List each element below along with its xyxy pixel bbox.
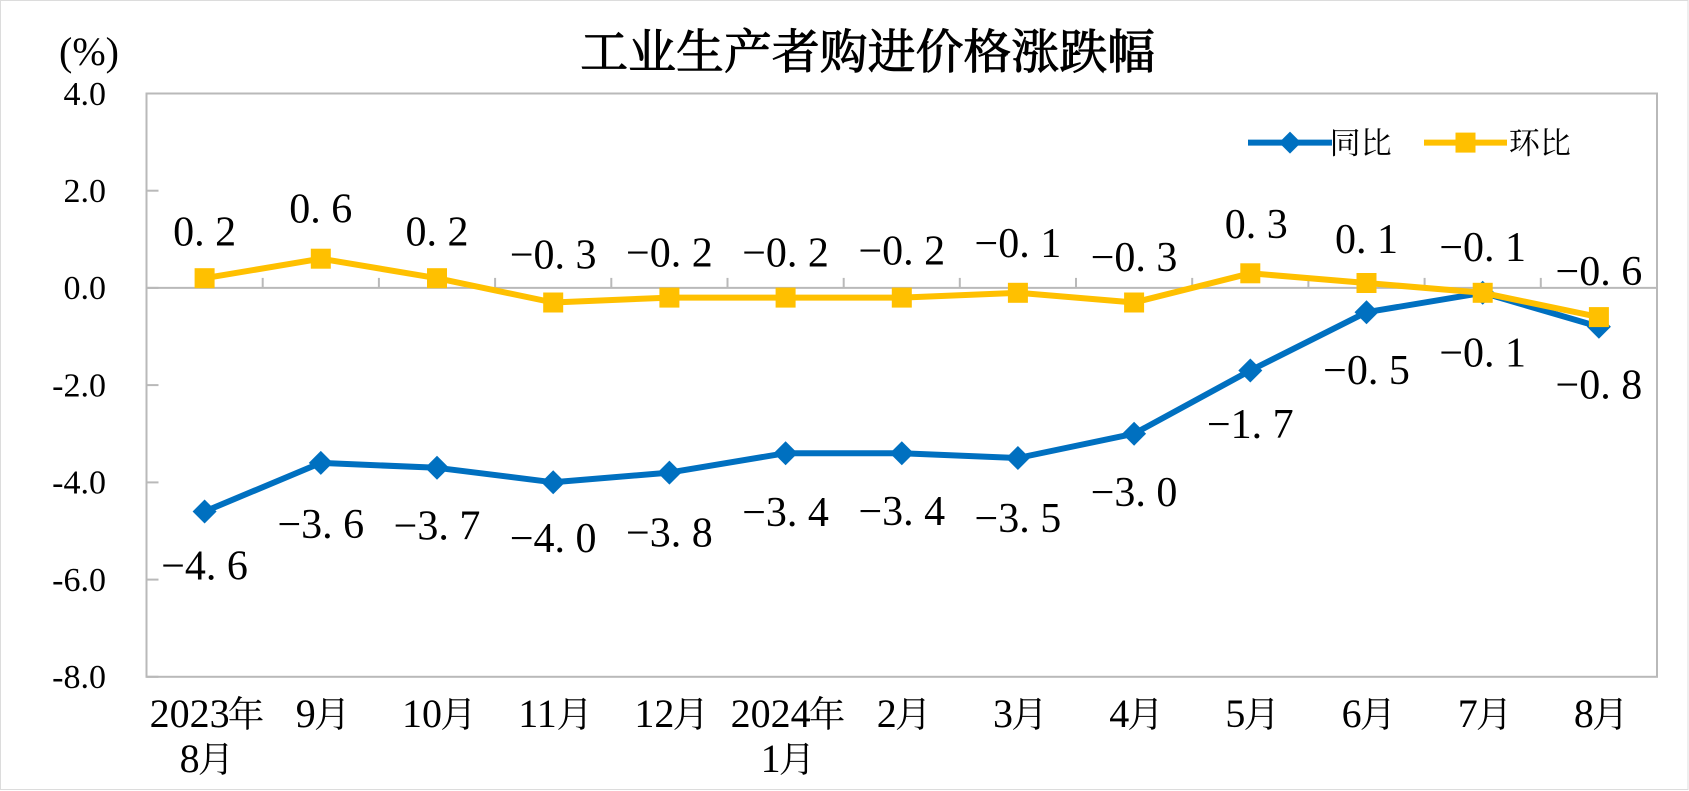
- svg-text:-4.0: -4.0: [52, 465, 106, 502]
- svg-text:-8.0: -8.0: [52, 659, 106, 696]
- svg-text:−0. 6: −0. 6: [1556, 249, 1643, 295]
- svg-text:−3. 4: −3. 4: [742, 490, 829, 536]
- svg-text:−0. 2: −0. 2: [742, 230, 829, 276]
- svg-text:2023: 2023: [150, 691, 230, 736]
- svg-text:−0. 3: −0. 3: [1091, 235, 1178, 281]
- svg-text:1: 1: [761, 736, 781, 781]
- svg-text:−0. 2: −0. 2: [626, 230, 713, 276]
- svg-text:2: 2: [877, 691, 897, 736]
- svg-text:−0. 5: −0. 5: [1323, 348, 1410, 394]
- svg-text:9: 9: [296, 691, 316, 736]
- svg-text:−3. 7: −3. 7: [394, 504, 481, 550]
- svg-text:−1. 7: −1. 7: [1207, 402, 1294, 448]
- svg-text:−0. 1: −0. 1: [1439, 331, 1526, 377]
- svg-text:−3. 4: −3. 4: [858, 489, 945, 535]
- svg-text:−0. 8: −0. 8: [1556, 363, 1643, 409]
- svg-text:−0. 3: −0. 3: [510, 233, 597, 279]
- svg-text:0. 6: 0. 6: [289, 187, 352, 233]
- svg-text:2.0: 2.0: [64, 173, 107, 210]
- svg-text:12: 12: [634, 691, 674, 736]
- svg-text:3: 3: [993, 691, 1013, 736]
- svg-text:−0. 1: −0. 1: [1439, 225, 1526, 271]
- svg-text:−3. 8: −3. 8: [626, 511, 713, 557]
- svg-text:-6.0: -6.0: [52, 562, 106, 599]
- svg-text:−3. 0: −3. 0: [1091, 470, 1178, 516]
- svg-text:−0. 2: −0. 2: [858, 229, 945, 275]
- svg-text:0. 3: 0. 3: [1225, 202, 1288, 248]
- svg-text:11: 11: [518, 691, 557, 736]
- svg-text:2024: 2024: [731, 691, 811, 736]
- svg-text:8: 8: [180, 736, 200, 781]
- svg-text:6: 6: [1342, 691, 1362, 736]
- svg-text:7: 7: [1458, 691, 1478, 736]
- svg-text:4: 4: [1109, 691, 1129, 736]
- svg-text:(%): (%): [59, 29, 119, 74]
- svg-text:5: 5: [1225, 691, 1245, 736]
- svg-text:−4. 0: −4. 0: [510, 516, 597, 562]
- svg-text:4.0: 4.0: [64, 76, 107, 113]
- svg-text:0. 2: 0. 2: [173, 210, 236, 256]
- svg-text:0. 2: 0. 2: [406, 210, 469, 256]
- svg-text:8: 8: [1574, 691, 1594, 736]
- svg-text:10: 10: [402, 691, 442, 736]
- svg-text:−3. 5: −3. 5: [975, 496, 1062, 542]
- svg-text:−4. 6: −4. 6: [161, 544, 248, 590]
- svg-text:-2.0: -2.0: [52, 367, 106, 404]
- svg-text:−3. 6: −3. 6: [277, 502, 364, 548]
- svg-text:−0. 1: −0. 1: [975, 221, 1062, 267]
- svg-text:0. 1: 0. 1: [1335, 217, 1398, 263]
- svg-text:0.0: 0.0: [64, 270, 107, 307]
